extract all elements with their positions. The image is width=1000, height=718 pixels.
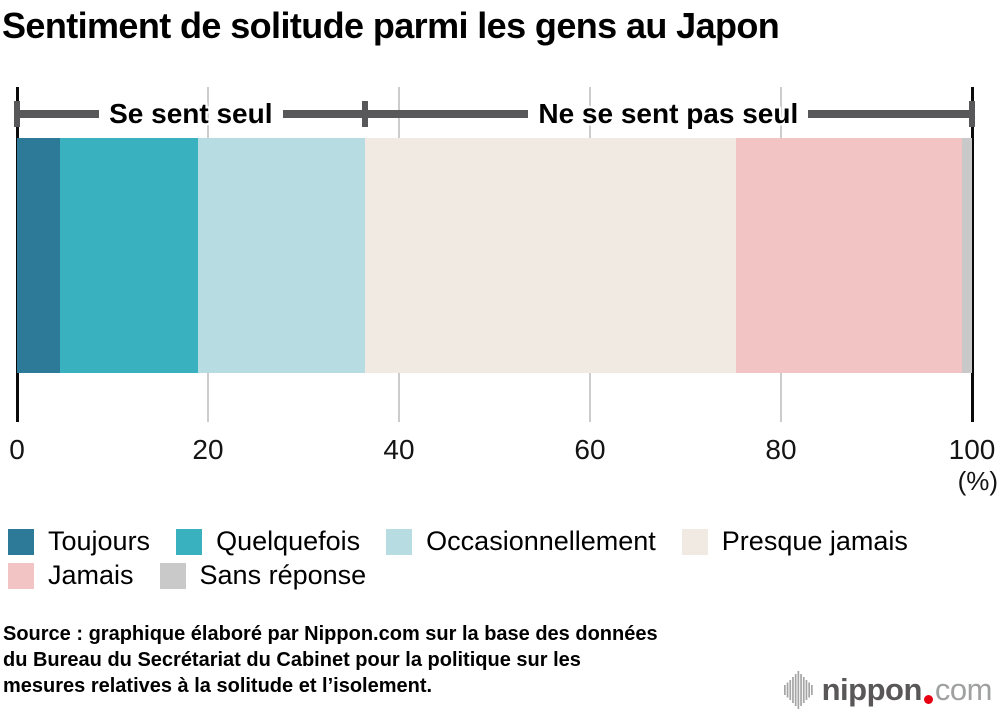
legend-label: Jamais [48,560,134,590]
legend-item-occasionnellement: Occasionnellement [386,528,656,555]
x-tick-label-0: 0 [9,434,25,465]
source-line: mesures relatives à la solitude et l’iso… [3,675,433,697]
legend-item-presque-jamais: Presque jamais [681,526,908,556]
legend-swatch [8,562,34,589]
legend: Toujours Quelquefois Occasionnellement Pres… [8,528,908,589]
x-tick-label-40: 40 [383,434,415,465]
legend-swatch [159,562,186,589]
legend-item-jamais: Jamais [8,562,134,589]
bracket-tick-36.4 [361,101,368,127]
source-note: Source : graphique élaboré par Nippon.co… [3,621,658,699]
axis-right-line [971,87,974,422]
plot-area: Se sent seul Ne se sent pas seul 0 20 40 60… [9,87,998,494]
bracket-line [364,110,529,118]
bracket-label-lonely: Se sent seul [109,98,273,129]
x-tick-label-60: 60 [574,434,606,465]
logo-red-dot-icon [923,695,933,704]
legend-label: Toujours [48,526,151,556]
bar-segment-sans-r-ponse [962,138,972,373]
bracket-line [282,110,365,118]
stacked-bar [17,138,972,373]
bracket-span-not-lonely: Ne se sent pas seul [364,98,972,129]
bar-segment-occasionnellement [198,138,365,373]
bar-segment-jamais [736,138,963,373]
legend-label: Sans réponse [199,560,367,590]
logo-text-nippon: nippon [821,672,923,707]
legend-row: Toujours Quelquefois Occasionnellement Pres… [8,528,908,555]
bar-segment-toujours [17,138,60,373]
source-line: Source : graphique élaboré par Nippon.co… [3,623,658,645]
legend-label: Occasionnellement [426,526,656,556]
waveform-icon [783,671,813,709]
legend-swatch [386,528,413,555]
bracket-span-lonely: Se sent seul [17,99,365,129]
x-axis-unit-label: (%) [957,466,998,496]
bracket-tick-100 [969,101,975,127]
x-tick-label-80: 80 [765,434,797,465]
legend-row: Jamais Sans réponse [8,562,908,589]
legend-item-quelquefois: Quelquefois [176,528,360,555]
bracket-label-not-lonely: Ne se sent pas seul [538,98,799,129]
legend-swatch [176,528,203,555]
x-tick-label-20: 20 [192,434,224,465]
source-line: du Bureau du Secrétariat du Cabinet pour… [3,649,581,671]
legend-item-sans-r-ponse: Sans réponse [159,560,367,590]
bar-segment-quelquefois [59,138,199,373]
legend-item-toujours: Toujours [8,528,150,555]
logo-text-com: com [934,672,993,707]
bar-segment-presque-jamais [364,138,737,373]
x-tick-label-100: 100 [948,434,996,465]
bracket-line [17,110,100,118]
legend-swatch [681,528,708,555]
legend-swatch [8,528,34,555]
page-title: Sentiment de solitude parmi les gens au … [2,5,780,46]
legend-label: Presque jamais [721,526,908,556]
bracket-line [808,110,972,118]
nippon-logo: nippon com [783,670,993,710]
logo-wordmark: nippon com [821,672,993,708]
bracket-tick-0 [14,101,20,127]
legend-label: Quelquefois [216,526,361,556]
